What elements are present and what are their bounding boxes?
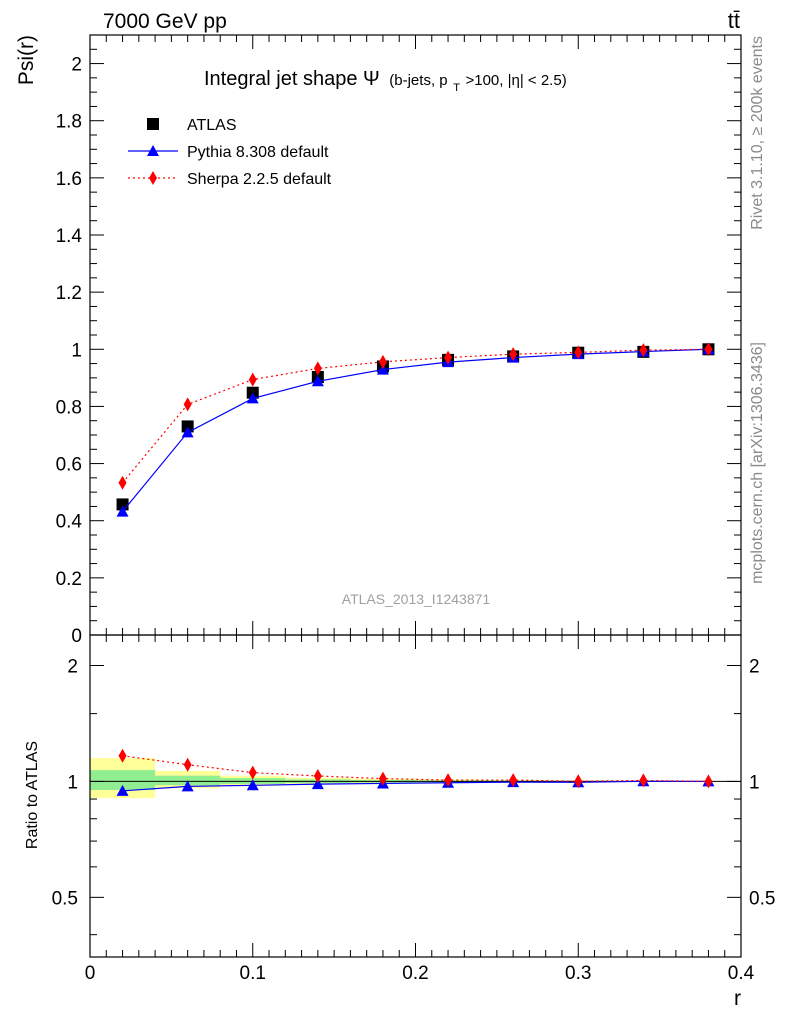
ratio-point-sherpa-2-2-5-default bbox=[313, 768, 322, 783]
main-y-tick-label: 1 bbox=[71, 340, 82, 361]
data-point-sherpa-2-2-5-default bbox=[313, 361, 322, 376]
ratio-point-sherpa-2-2-5-default bbox=[444, 773, 453, 788]
rivet-label: Rivet 3.1.10, ≥ 200k events bbox=[749, 36, 766, 230]
legend-marker-pythia-8-308-default bbox=[147, 145, 159, 156]
data-point-sherpa-2-2-5-default bbox=[509, 347, 518, 362]
main-title-text: Integral jet shape Ψ bbox=[204, 68, 380, 90]
x-tick-label: 0.2 bbox=[402, 963, 428, 984]
ratio-point-pythia-8-308-default bbox=[246, 779, 259, 791]
series-line-pythia-8-308-default bbox=[122, 348, 709, 512]
main-title-sub-rest: >100, |η| < 2.5) bbox=[465, 72, 566, 89]
ratio-point-pythia-8-308-default bbox=[311, 778, 324, 790]
ratio-y-tick-label: 0.5 bbox=[52, 888, 78, 909]
data-point-sherpa-2-2-5-default bbox=[444, 350, 453, 365]
x-tick-label: 0.1 bbox=[240, 963, 266, 984]
main-y-tick-label: 1.8 bbox=[56, 112, 82, 133]
data-point-sherpa-2-2-5-default bbox=[704, 342, 713, 357]
y-axis-title: Psi(r) bbox=[15, 35, 38, 85]
main-title: Integral jet shape Ψ (b-jets, p T >100, … bbox=[204, 68, 567, 96]
data-point-sherpa-2-2-5-default bbox=[183, 397, 192, 412]
ratio-axis-title: Ratio to ATLAS bbox=[24, 741, 41, 849]
ratio-point-sherpa-2-2-5-default bbox=[704, 774, 713, 789]
ratio-point-sherpa-2-2-5-default bbox=[574, 774, 583, 789]
x-tick-label: 0.4 bbox=[728, 963, 755, 984]
ratio-y-tick-label: 1 bbox=[67, 772, 78, 793]
legend-label-atlas: ATLAS bbox=[187, 117, 237, 134]
main-y-tick-label: 0 bbox=[71, 626, 82, 647]
legend: ATLAS Pythia 8.308 default Sherpa 2.2.5 de… bbox=[128, 117, 332, 188]
header-right: tt̄ bbox=[728, 8, 740, 33]
legend-label-sherpa-2-2-5-default: Sherpa 2.2.5 default bbox=[187, 171, 332, 188]
data-point-sherpa-2-2-5-default bbox=[248, 372, 257, 387]
ratio-point-sherpa-2-2-5-default bbox=[183, 757, 192, 772]
ratio-point-sherpa-2-2-5-default bbox=[639, 773, 648, 788]
data-point-pythia-8-308-default bbox=[246, 392, 259, 404]
ratio-point-sherpa-2-2-5-default bbox=[118, 748, 127, 763]
data-point-pythia-8-308-default bbox=[376, 363, 389, 375]
main-y-tick-label: 0.8 bbox=[56, 397, 82, 418]
x-axis-title: r bbox=[734, 987, 741, 1010]
data-point-sherpa-2-2-5-default bbox=[574, 345, 583, 360]
watermark-label: ATLAS_2013_I1243871 bbox=[342, 591, 491, 607]
legend-marker-sherpa-2-2-5-default bbox=[149, 171, 157, 185]
ratio-point-sherpa-2-2-5-default bbox=[509, 773, 518, 788]
series-line-sherpa-2-2-5-default bbox=[122, 348, 709, 484]
main-y-tick-label: 0.4 bbox=[56, 512, 83, 533]
ratio-y-tick-label: 2 bbox=[67, 656, 78, 677]
data-point-sherpa-2-2-5-default bbox=[378, 354, 387, 369]
main-title-sub-index: T bbox=[453, 82, 460, 94]
ratio-line-pythia-8-308-default bbox=[122, 780, 709, 792]
data-point-pythia-8-308-default bbox=[116, 505, 129, 517]
mcplots-label: mcplots.cern.ch [arXiv:1306.3436] bbox=[749, 342, 766, 584]
legend-label-pythia-8-308-default: Pythia 8.308 default bbox=[187, 144, 329, 161]
main-y-tick-label: 1.4 bbox=[56, 226, 83, 247]
main-y-tick-label: 0.2 bbox=[56, 569, 82, 590]
ratio-y-tick-label-right: 1 bbox=[749, 772, 760, 793]
ratio-y-tick-label-right: 2 bbox=[749, 656, 760, 677]
ratio-y-tick-label-right: 0.5 bbox=[749, 888, 775, 909]
axis-ticks: 0 0.2 0.4 0.6 0.8 1 1.2 1.4 1.6 1.8 2 0 0.1 0.2 0.3 0.4… bbox=[52, 34, 775, 984]
series-layer bbox=[116, 342, 715, 796]
x-tick-label: 0 bbox=[85, 963, 96, 984]
main-title-sub: (b-jets, p bbox=[389, 72, 447, 89]
ratio-band-inner bbox=[90, 770, 156, 790]
main-y-tick-label: 1.2 bbox=[56, 283, 82, 304]
header-left: 7000 GeV pp bbox=[103, 10, 227, 33]
ratio-point-sherpa-2-2-5-default bbox=[248, 765, 257, 780]
x-tick-label: 0.3 bbox=[565, 963, 591, 984]
ratio-panel-frame bbox=[89, 634, 742, 958]
legend-marker-atlas bbox=[147, 118, 159, 130]
data-point-pythia-8-308-default bbox=[181, 426, 194, 438]
ratio-point-pythia-8-308-default bbox=[181, 780, 194, 792]
ratio-point-pythia-8-308-default bbox=[116, 784, 129, 796]
data-point-pythia-8-308-default bbox=[311, 375, 324, 387]
data-point-sherpa-2-2-5-default bbox=[118, 475, 127, 490]
main-y-tick-label: 2 bbox=[71, 55, 82, 76]
data-point-sherpa-2-2-5-default bbox=[639, 343, 648, 358]
main-y-tick-label: 0.6 bbox=[56, 455, 82, 476]
ratio-point-sherpa-2-2-5-default bbox=[378, 771, 387, 786]
main-y-tick-label: 1.6 bbox=[56, 169, 82, 190]
